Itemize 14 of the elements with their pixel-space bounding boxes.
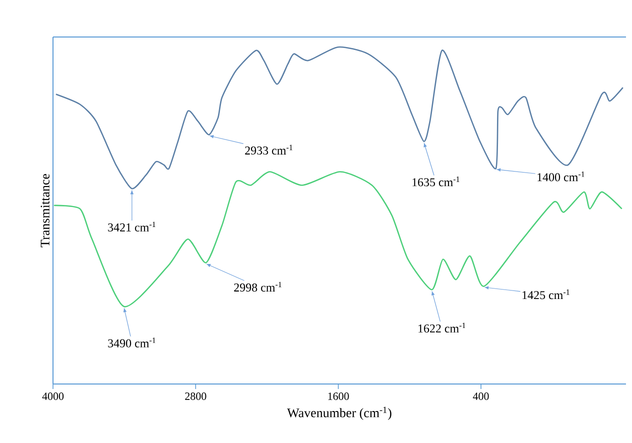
- annotation: 1425 cm$^{-1}$: [522, 289, 570, 300]
- annotation: 3421 cm$^{-1}$: [108, 222, 156, 232]
- annotation: 2998 cm$^{-1}$: [234, 282, 282, 292]
- x-tick-label: 2800: [185, 392, 206, 400]
- x-tick-label: 400: [472, 392, 489, 400]
- x-tick-label: 4000: [42, 392, 64, 400]
- annotation: 1400 cm$^{-1}$: [538, 171, 584, 182]
- y-axis-title: Transmittance: [40, 174, 50, 248]
- x-axis-title: Wavenumber (cm$^{-1}$): [287, 406, 392, 420]
- annotation: 1635 cm$^{-1}$: [412, 176, 460, 186]
- x-tick-label: 1600: [328, 392, 349, 400]
- annotation: 1622 cm$^{-1}$: [418, 322, 466, 333]
- annotation: 2933 cm$^{-1}$: [245, 144, 292, 155]
- annotation: 3490 cm$^{-1}$: [108, 338, 156, 348]
